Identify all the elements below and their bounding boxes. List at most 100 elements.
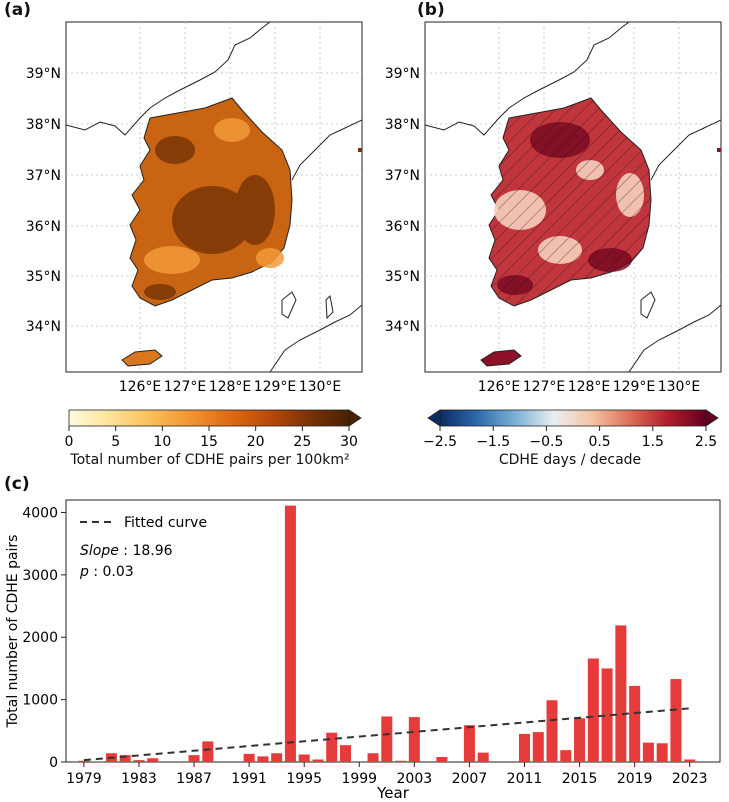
bar: [408, 717, 420, 762]
heatmap-dark-patches-a: [144, 136, 275, 300]
x-tick-label: 2015: [562, 771, 598, 787]
lon-label: 130°E: [299, 379, 342, 395]
colorbar-tick-label: −0.5: [529, 434, 563, 450]
bar: [326, 732, 338, 762]
x-tick-label: 1999: [341, 771, 377, 787]
colorbar-tick-label: 30: [340, 434, 358, 450]
colorbar-b-label: CDHE days / decade: [498, 452, 642, 468]
colorbar-tick-label: 2.5: [695, 434, 717, 450]
bar: [92, 761, 104, 762]
lon-label: 128°E: [209, 379, 252, 395]
lon-label: 128°E: [568, 379, 611, 395]
lon-label: 129°E: [254, 379, 297, 395]
colorbar-tick-label: 20: [247, 434, 265, 450]
bar: [546, 700, 558, 762]
bar: [629, 685, 641, 762]
lon-labels-b: 126°E 127°E 128°E 129°E 130°E: [478, 379, 701, 395]
lon-label: 126°E: [119, 379, 162, 395]
lon-labels-a: 126°E 127°E 128°E 129°E 130°E: [119, 379, 342, 395]
colorbar-tick-label: 0: [65, 434, 74, 450]
colorbar-tick-label: 10: [153, 434, 171, 450]
lon-label: 129°E: [613, 379, 656, 395]
y-tick-label: 2000: [22, 630, 58, 646]
lon-label: 130°E: [658, 379, 701, 395]
x-tick-label: 1983: [121, 771, 157, 787]
colorbar-tick-label: 1.5: [642, 434, 664, 450]
panel-label-b: (b): [417, 0, 445, 20]
y-tick-label: 1000: [22, 693, 58, 709]
lat-label: 36°N: [385, 219, 420, 235]
colorbar-tick-label: 25: [293, 434, 311, 450]
bar: [119, 755, 131, 762]
bar: [518, 733, 530, 762]
coastline-east-b: [650, 119, 721, 181]
map-b: [424, 21, 722, 373]
lat-label: 34°N: [385, 319, 420, 335]
bar: [133, 760, 145, 762]
colorbar-a-label: Total number of CDHE pairs per 100km²: [70, 452, 350, 468]
bar: [284, 505, 296, 762]
colorbar-tick-label: −2.5: [423, 434, 457, 450]
y-tick-label: 3000: [22, 568, 58, 584]
jeju-b: [480, 349, 522, 367]
x-tick-label: 1979: [66, 771, 102, 787]
lon-label: 127°E: [164, 379, 207, 395]
p-annotation: p : 0.03: [79, 564, 134, 580]
bar: [642, 742, 654, 762]
colorbar-tick-label: 0.5: [588, 434, 610, 450]
bar: [477, 752, 489, 762]
bar: [367, 753, 379, 762]
y-tick-label: 4000: [22, 505, 58, 521]
bar: [656, 743, 668, 762]
maps-svg: 39°N 38°N 37°N 36°N 35°N 34°N 39°N 38°N 37°N 36°…: [26, 21, 722, 450]
lat-label: 39°N: [385, 66, 420, 82]
coastline-japan-b: [628, 304, 721, 372]
bar: [339, 745, 352, 762]
x-axis-label: Year: [376, 784, 410, 802]
fitted-curve-line: [83, 707, 690, 762]
x-tick-label: 1991: [231, 771, 267, 787]
bar: [395, 760, 407, 762]
lat-labels-a: 39°N 38°N 37°N 36°N 35°N 34°N: [26, 66, 61, 335]
bar: [532, 732, 544, 762]
panel-label-a: (a): [4, 0, 32, 20]
p-value: : 0.03: [89, 564, 134, 580]
bar: [78, 760, 90, 762]
map-a: [65, 21, 363, 373]
colorbar-a: 0 5 10 15 20 25 30: [65, 409, 362, 450]
slope-value: : 18.96: [119, 543, 173, 559]
bar-chart: 0 1000 2000 3000 4000 1979 1983 1987 1991 1995 19…: [5, 499, 721, 802]
lat-label: 37°N: [385, 168, 420, 184]
jeju-a: [121, 349, 163, 367]
lat-label: 35°N: [26, 269, 61, 285]
lat-labels-b: 39°N 38°N 37°N 36°N 35°N 34°N: [385, 66, 420, 335]
bar: [271, 753, 283, 762]
colorbar-b: −2.5 −1.5 −0.5 0.5 1.5 2.5: [423, 409, 719, 450]
lat-label: 39°N: [26, 66, 61, 82]
lat-label: 37°N: [26, 168, 61, 184]
lon-label: 126°E: [478, 379, 521, 395]
slope-label: Slope: [80, 543, 119, 559]
bar: [312, 759, 324, 762]
legend-label: Fitted curve: [124, 515, 207, 531]
bar: [298, 754, 310, 762]
bar: [188, 755, 200, 762]
bar: [147, 758, 159, 762]
slope-annotation: Slope : 18.96: [80, 543, 173, 559]
x-tick-label: 2003: [397, 771, 433, 787]
bar: [202, 741, 214, 762]
lat-label: 36°N: [26, 219, 61, 235]
lat-label: 38°N: [26, 117, 61, 133]
panel-label-c: (c): [4, 474, 30, 494]
bar: [243, 753, 255, 762]
bar: [684, 759, 696, 762]
x-tick-label: 2007: [452, 771, 488, 787]
x-tick-label: 1995: [286, 771, 322, 787]
bar: [257, 756, 269, 762]
y-tick-label: 0: [49, 755, 58, 771]
significance-hatching: [489, 98, 651, 306]
coastline-japan-a: [269, 304, 362, 372]
bar: [560, 750, 572, 762]
bar: [436, 757, 448, 762]
bar: [574, 718, 586, 762]
